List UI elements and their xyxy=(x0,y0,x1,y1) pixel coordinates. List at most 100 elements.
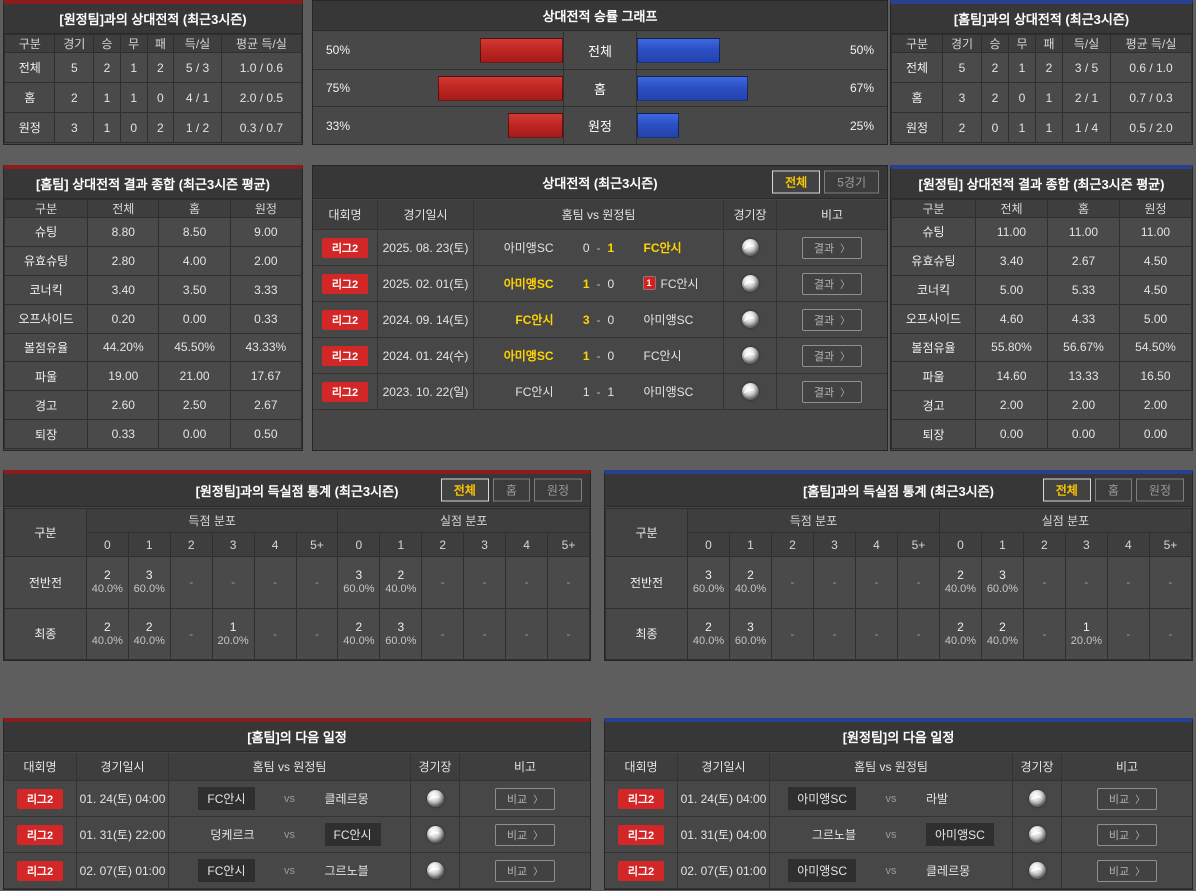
toggle-button-1[interactable]: 전체 xyxy=(1042,478,1091,502)
cell-value: 2.80 xyxy=(87,245,160,276)
home-score: 1 xyxy=(582,276,590,291)
distribution-cell: - xyxy=(896,556,940,609)
stadium-globe-icon xyxy=(426,862,444,879)
group-header: 득점 분포 xyxy=(85,508,339,533)
toggle-button-3[interactable]: 원정 xyxy=(533,478,582,502)
match-datetime: 2024. 01. 24(수) xyxy=(378,338,474,373)
cell-value: 0.00 xyxy=(158,303,231,334)
match-datetime: 02. 07(토) 01:00 xyxy=(678,853,770,888)
cell-value: 11.00 xyxy=(1119,217,1192,247)
cell-value: 43.33% xyxy=(229,332,303,363)
column-header: 경기일시 xyxy=(77,753,169,780)
bin-header: 5+ xyxy=(547,532,590,557)
row-label: 전체 xyxy=(3,52,56,83)
home-team-name: 아미앵SC xyxy=(503,349,554,363)
panel-title: [원정팀]의 다음 일정 xyxy=(842,730,955,745)
cell-value: 5 xyxy=(54,52,95,83)
cell-value: 11.00 xyxy=(975,217,1048,247)
distribution-cell: - xyxy=(505,607,549,660)
row-label: 경고 xyxy=(3,390,89,421)
result-button[interactable]: 결과 〉 xyxy=(801,380,863,403)
away-team-name: 아미앵SC xyxy=(643,385,694,399)
schedule-row: 리그2 01. 31(토) 22:00 덩케르크 vs FC안시 비교 〉 xyxy=(4,817,590,853)
toggle-button-2[interactable]: 홈 xyxy=(1094,478,1132,502)
league-badge: 리그2 xyxy=(321,309,369,330)
result-button[interactable]: 결과 〉 xyxy=(801,344,863,367)
cell-value: 0.33 xyxy=(87,419,160,449)
chevron-right-icon: 〉 xyxy=(840,316,851,327)
column-header: 평균 득/실 xyxy=(220,34,303,53)
distribution-cell: 2 40.0% xyxy=(127,607,171,660)
distribution-cell: - xyxy=(421,556,465,609)
panel-goals-vs-away: [원정팀]과의 득실점 통계 (최근3시즌) 전체 홈 원정 구분 득점 분포 실점 분… xyxy=(3,470,591,661)
bin-header-row: 0 1 2 3 4 5+ 0 1 2 3 4 5+ xyxy=(5,532,590,557)
distribution-cell: - xyxy=(896,607,940,660)
distribution-cell: - xyxy=(854,607,898,660)
panel-title-bar: [홈팀] 상대전적 결과 종합 (최근3시즌 평균) xyxy=(4,169,302,199)
panel-title-bar: [원정팀]의 다음 일정 xyxy=(605,722,1192,752)
chart-category-label: 원정 xyxy=(563,107,637,145)
away-team-name: FC안시 xyxy=(324,823,381,846)
chart-row: 50% 전체 50% xyxy=(313,32,887,70)
toggle-button-2[interactable]: 5경기 xyxy=(824,170,879,194)
cell-value: 14.60 xyxy=(975,361,1048,392)
away-summary-row: 오프사이드 4.60 4.33 5.00 xyxy=(891,303,1192,334)
compare-button[interactable]: 비교 〉 xyxy=(494,823,556,846)
toggle-button-3[interactable]: 원정 xyxy=(1135,478,1184,502)
panel-away-h2h: [원정팀]과의 상대전적 (최근3시즌) 구분 경기 승 무 패 득/실 평균 득/실 전체 5… xyxy=(3,0,303,145)
away-score: 0 xyxy=(607,276,615,291)
panel-away-schedule: [원정팀]의 다음 일정 대회명 경기일시 홈팀 vs 원정팀 경기장 비고 리그2 01.… xyxy=(604,718,1193,890)
result-button[interactable]: 결과 〉 xyxy=(801,236,863,259)
cell-value: 0.5 / 2.0 xyxy=(1110,112,1192,143)
cell-value: 5.00 xyxy=(975,274,1048,305)
compare-button[interactable]: 비교 〉 xyxy=(1096,787,1158,810)
panel-title-bar: [홈팀]과의 상대전적 (최근3시즌) xyxy=(891,4,1192,34)
chevron-right-icon: 〉 xyxy=(533,795,544,806)
home-score: 1 xyxy=(582,384,590,399)
league-badge: 리그2 xyxy=(617,860,665,881)
group-header: 실점 분포 xyxy=(337,508,590,533)
home-team-name: 그르노블 xyxy=(811,828,856,842)
distribution-cell: - xyxy=(1148,607,1193,660)
vs-label: vs xyxy=(885,864,897,877)
panel-goals-vs-home: [홈팀]과의 득실점 통계 (최근3시즌) 전체 홈 원정 구분 득점 분포 실점 분포… xyxy=(604,470,1193,661)
match-row: 리그2 2025. 08. 23(토) 아미앵SC 0-1 FC안시 결과 〉 xyxy=(313,230,887,266)
away-h2h-table: 구분 경기 승 무 패 득/실 평균 득/실 전체 5 2 1 2 5 / 3 1.0 / 0.6 홈 2 1 1… xyxy=(3,34,303,143)
row-label: 원정 xyxy=(891,112,943,143)
distribution-cell: - xyxy=(295,607,339,660)
distribution-cell: - xyxy=(1022,607,1066,660)
home-summary-row: 오프사이드 0.20 0.00 0.33 xyxy=(3,303,303,334)
panel-title: 상대전적 승률 그래프 xyxy=(542,9,658,24)
vs-label: vs xyxy=(284,792,295,805)
compare-button[interactable]: 비교 〉 xyxy=(494,787,556,810)
result-button[interactable]: 결과 〉 xyxy=(801,308,863,331)
away-winrate-bar xyxy=(637,75,748,101)
bin-header: 1 xyxy=(127,532,171,557)
column-header: 대회명 xyxy=(4,753,77,780)
cell-value: 3 xyxy=(54,112,95,143)
away-winrate-value: 50% xyxy=(849,43,874,58)
distribution-cell: - xyxy=(547,607,590,660)
column-header: 경기 xyxy=(54,34,95,53)
compare-button[interactable]: 비교 〉 xyxy=(1096,823,1158,846)
toggle-button-2[interactable]: 홈 xyxy=(492,478,530,502)
league-badge: 리그2 xyxy=(321,345,369,366)
match-list: 대회명 경기일시 홈팀 vs 원정팀 경기장 비고 리그2 2025. 08. 23(토) 아… xyxy=(313,200,887,450)
away-summary-row: 유효슈팅 3.40 2.67 4.50 xyxy=(891,245,1192,276)
home-summary-row: 파울 19.00 21.00 17.67 xyxy=(3,361,303,392)
home-winrate-bar xyxy=(480,37,563,63)
compare-button[interactable]: 비교 〉 xyxy=(494,859,556,882)
home-winrate-value: 75% xyxy=(326,81,351,95)
result-button[interactable]: 결과 〉 xyxy=(801,272,863,295)
toggle-button-1[interactable]: 전체 xyxy=(440,478,489,502)
bin-header: 1 xyxy=(980,532,1024,557)
cell-value: 1 xyxy=(93,112,121,143)
chart-row: 75% 홈 67% xyxy=(313,69,887,108)
distribution-cell: - xyxy=(1148,556,1193,609)
toggle-button-1[interactable]: 전체 xyxy=(772,170,821,194)
bin-header: 3 xyxy=(463,532,507,557)
chart-category-label: 전체 xyxy=(563,32,637,69)
compare-button[interactable]: 비교 〉 xyxy=(1096,859,1158,882)
row-label: 전반전 xyxy=(604,556,689,609)
